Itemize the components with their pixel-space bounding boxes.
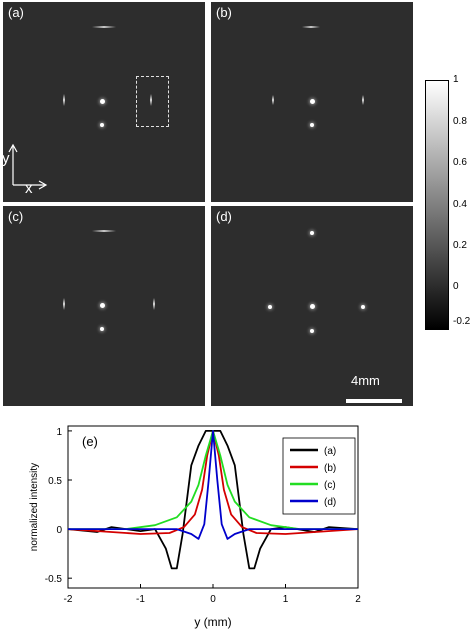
panel-c-top-streak <box>92 230 116 232</box>
panel-a-left-streak <box>63 94 65 106</box>
colorbar-tick: 0.8 <box>453 116 467 127</box>
scale-bar-label: 4mm <box>351 373 380 388</box>
panel-b: (b) <box>211 2 413 202</box>
panel-c-lower-dot <box>100 327 104 331</box>
legend-label: (b) <box>324 463 336 474</box>
panel-c: (c) <box>3 206 205 406</box>
panel-d-lower-dot <box>310 329 314 333</box>
colorbar-tick: 1 <box>453 74 459 85</box>
scale-bar <box>346 399 402 403</box>
panel-b-center-dot <box>310 99 315 104</box>
panel-a-center-dot <box>100 99 105 104</box>
series-line-4 <box>68 429 358 540</box>
panel-d: (d) <box>211 206 413 406</box>
panel-d-label: (d) <box>216 209 232 224</box>
axis-y-indicator-label: y <box>3 150 10 167</box>
colorbar-tick: 0.6 <box>453 157 467 168</box>
x-tick-label: -2 <box>64 594 73 605</box>
panel-c-left-streak <box>63 298 65 310</box>
colorbar-tick: 0 <box>453 281 459 292</box>
panel-b-left-streak <box>272 95 274 105</box>
panel-d-left-dot <box>268 305 272 309</box>
chart-panel-label: (e) <box>82 434 98 449</box>
panel-c-right-streak <box>153 298 155 310</box>
y-tick-label: 0 <box>56 525 62 536</box>
panel-d-top-dot <box>310 231 314 235</box>
panel-a-lower-dot <box>100 123 104 127</box>
panel-d-right-dot <box>361 305 365 309</box>
panel-b-label: (b) <box>216 5 232 20</box>
y-axis-label: normalized intensity <box>29 463 40 551</box>
panel-b-lower-dot <box>310 123 314 127</box>
series-layer <box>67 429 359 570</box>
x-tick-label: 2 <box>355 594 361 605</box>
panel-a-label: (a) <box>8 5 24 20</box>
colorbar-tick: 0.2 <box>453 240 467 251</box>
x-axis-label: y (mm) <box>194 615 231 629</box>
panel-c-center-dot <box>100 303 105 308</box>
axes-indicator <box>8 143 48 190</box>
panel-a: (a) y x <box>3 2 205 202</box>
x-tick-label: 1 <box>283 594 289 605</box>
legend-label: (a) <box>324 446 336 457</box>
panel-a-roi-box <box>136 76 169 127</box>
axis-ticks: -2 -1 0 1 2 1 0.5 0 -0.5 <box>45 427 361 605</box>
colorbar-gradient <box>425 80 449 330</box>
colorbar-tick: 0.4 <box>453 199 467 210</box>
y-tick-label: -0.5 <box>45 574 63 585</box>
legend-label: (d) <box>324 497 336 508</box>
panel-c-label: (c) <box>8 209 24 224</box>
axis-x-indicator-label: x <box>25 180 33 197</box>
legend-label: (c) <box>324 480 336 491</box>
panel-a-right-streak <box>150 94 152 106</box>
colorbar: 1 0.8 0.6 0.4 0.2 0 -0.2 <box>423 74 474 330</box>
panel-d-center-dot <box>310 304 315 309</box>
x-tick-label: -1 <box>136 594 145 605</box>
panel-a-top-streak <box>92 26 116 28</box>
profile-chart: -2 -1 0 1 2 1 0.5 0 -0.5 (e) y (mm) normalized i… <box>29 425 361 629</box>
legend: (a) (b) (c) (d) <box>282 437 356 515</box>
colorbar-tick: -0.2 <box>453 316 471 327</box>
panel-b-top-streak <box>302 26 320 28</box>
y-tick-label: 1 <box>56 427 62 438</box>
panel-b-right-streak <box>362 95 364 105</box>
y-tick-label: 0.5 <box>48 476 62 487</box>
x-tick-label: 0 <box>210 594 216 605</box>
